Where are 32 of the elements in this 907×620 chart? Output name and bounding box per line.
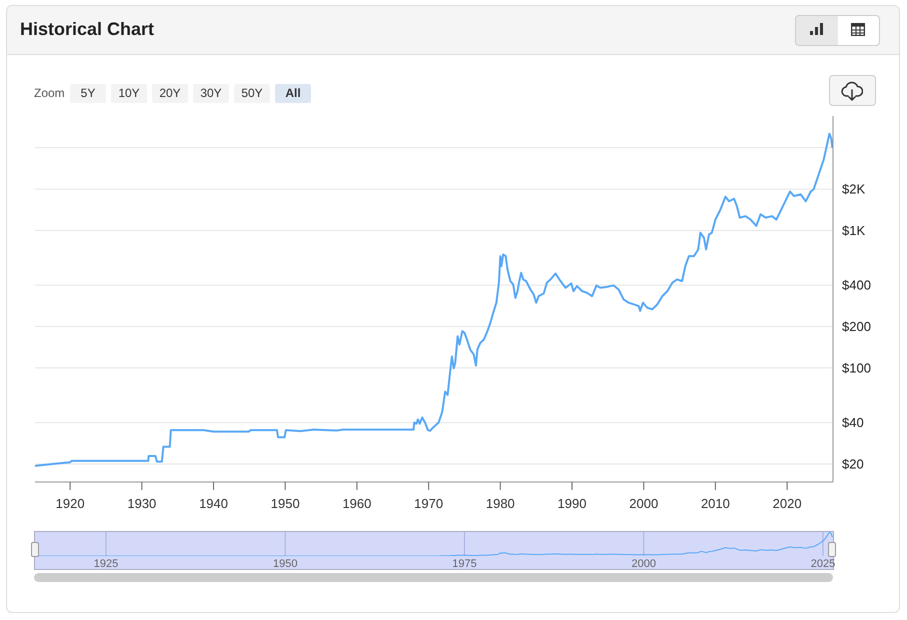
zoom-button: 10Y [111,84,147,103]
zoom-button: 50Y [234,84,270,103]
x-tick-label: 1975 [452,558,477,570]
x-tick-label: 1950 [270,496,300,512]
zoom-button: All [275,84,311,103]
x-tick-label: 1940 [199,496,228,512]
zoom-button: 5Y [70,84,106,103]
x-tick-label: 1980 [486,496,515,512]
y-tick-label: $20 [842,456,864,472]
chart-title: Historical Chart [20,19,154,39]
x-tick-label: 1990 [558,496,586,512]
x-tick-label: 1920 [56,496,85,512]
y-tick-label: $1K [842,223,866,238]
text: Zoom [34,86,65,100]
line-series [35,132,833,467]
x-tick-label: 1930 [127,496,156,512]
y-tick-label: $400 [842,278,871,293]
y-tick-label: $200 [842,319,871,334]
x-tick-label: 1950 [272,558,298,570]
zoom-button: 20Y [152,84,188,103]
zoom-button: 30Y [193,84,229,103]
y-tick-label: $40 [842,415,864,430]
x-tick-label: 2000 [631,558,656,570]
x-tick-label: 2000 [629,496,658,512]
x-tick-label: 2010 [700,496,730,512]
x-tick-label: 1960 [342,496,372,512]
x-tick-label: 2020 [772,496,802,512]
x-tick-label: 1970 [414,496,444,512]
x-tick-label: 1925 [94,558,118,570]
x-tick-label: 2025 [810,558,836,570]
y-tick-label: $100 [842,360,871,376]
y-tick-label: $2K [842,182,866,197]
